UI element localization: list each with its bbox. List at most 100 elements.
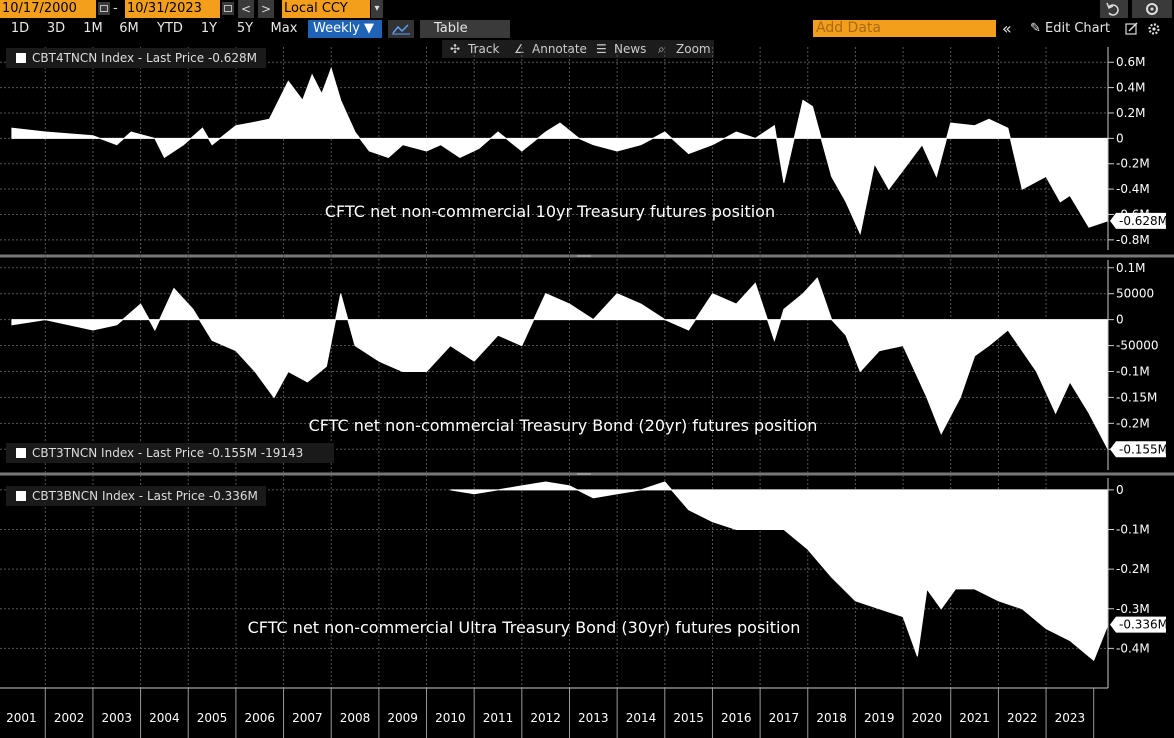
- period-3d[interactable]: 3D: [46, 21, 66, 36]
- y-tick-label: -0.15M: [1116, 390, 1157, 404]
- y-tick-label: -0.4M: [1116, 182, 1150, 196]
- x-tick-label: 2017: [769, 711, 800, 725]
- chart-settings-icon[interactable]: [1124, 20, 1140, 38]
- y-tick-label: 0: [1116, 483, 1124, 497]
- period-1y[interactable]: 1Y: [200, 21, 218, 36]
- y-tick-label: -0.2M: [1116, 157, 1150, 171]
- period-1d[interactable]: 1D: [10, 21, 30, 36]
- news-button[interactable]: News: [614, 42, 647, 56]
- legend-swatch: [16, 448, 26, 458]
- period-1m[interactable]: 1M: [83, 21, 103, 36]
- x-tick-label: 2012: [530, 711, 561, 725]
- legend-label: CBT4TNCN Index - Last Price -0.628M: [32, 51, 257, 65]
- x-tick-label: 2014: [626, 711, 657, 725]
- series-annotation: CFTC net non-commercial Treasury Bond (2…: [309, 416, 818, 435]
- news-icon[interactable]: ☰: [596, 42, 607, 56]
- x-tick-label: 2013: [578, 711, 609, 725]
- last-value-tag: [1110, 212, 1166, 229]
- next-period-button[interactable]: >: [258, 0, 274, 18]
- x-tick-label: 2021: [959, 711, 990, 725]
- x-tick-label: 2003: [101, 711, 132, 725]
- x-tick-label: 2019: [864, 711, 895, 725]
- x-tick-label: 2002: [54, 711, 85, 725]
- x-tick-label: 2016: [721, 711, 752, 725]
- calendar-icon[interactable]: [98, 2, 110, 15]
- y-tick-label: -0.4M: [1116, 641, 1150, 655]
- track-button[interactable]: Track: [468, 42, 500, 56]
- tab-table[interactable]: Table: [420, 20, 510, 38]
- y-tick-label: 0.6M: [1116, 55, 1145, 69]
- crosshair-icon[interactable]: ✣: [450, 42, 461, 56]
- y-tick-label: -0.8M: [1116, 233, 1150, 247]
- zoom-icon[interactable]: ⌕: [658, 42, 665, 56]
- start-date-input[interactable]: 10/17/2000: [0, 0, 96, 18]
- undo-icon[interactable]: [1100, 0, 1128, 18]
- edit-chart-button[interactable]: ✎ Edit Chart: [1030, 21, 1111, 36]
- calendar-icon[interactable]: [222, 2, 234, 15]
- last-value-tag: [1110, 441, 1166, 458]
- period-6m[interactable]: 6M: [119, 21, 139, 36]
- y-tick-label: 0.2M: [1116, 106, 1145, 120]
- collapse-icon[interactable]: «: [1002, 19, 1012, 38]
- series-area: [11, 277, 1109, 450]
- last-value-tag: [1110, 616, 1166, 633]
- period-ytd[interactable]: YTD: [157, 21, 183, 36]
- line-chart-icon[interactable]: [388, 20, 414, 38]
- legend-30yr: CBT3BNCN Index - Last Price -0.336M: [6, 486, 266, 506]
- x-tick-label: 2015: [673, 711, 704, 725]
- series-area: [11, 67, 1109, 236]
- annotate-button[interactable]: Annotate: [532, 42, 587, 56]
- legend-swatch: [16, 53, 26, 63]
- x-tick-label: 2011: [483, 711, 514, 725]
- y-tick-label: 0: [1116, 313, 1124, 327]
- y-tick-label: -0.3M: [1116, 602, 1150, 616]
- series-annotation: CFTC net non-commercial 10yr Treasury fu…: [325, 202, 775, 221]
- date-separator: -: [113, 1, 118, 16]
- y-tick-label: -50000: [1116, 339, 1159, 353]
- x-tick-label: 2004: [149, 711, 180, 725]
- x-tick-label: 2023: [1055, 711, 1086, 725]
- zoom-button[interactable]: Zoom: [676, 42, 711, 56]
- legend-swatch: [16, 491, 26, 501]
- x-tick-label: 2009: [387, 711, 418, 725]
- legend-10yr: CBT4TNCN Index - Last Price -0.628M: [6, 48, 266, 68]
- end-date-input[interactable]: 10/31/2023: [125, 0, 220, 18]
- y-tick-label: -0.1M: [1116, 364, 1150, 378]
- y-tick-label: -0.2M: [1116, 562, 1150, 576]
- y-tick-label: 0: [1116, 131, 1124, 145]
- series-area: [450, 481, 1109, 662]
- legend-20yr: CBT3TNCN Index - Last Price -0.155M -191…: [6, 443, 334, 463]
- x-tick-label: 2001: [6, 711, 37, 725]
- legend-label: CBT3TNCN Index - Last Price -0.155M -191…: [32, 446, 304, 460]
- y-tick-label: 0.4M: [1116, 81, 1145, 95]
- x-tick-label: 2018: [816, 711, 847, 725]
- gear-icon[interactable]: [1146, 20, 1162, 38]
- last-value-label: -0.336M: [1119, 618, 1168, 632]
- frequency-select[interactable]: Weekly ▼: [308, 20, 382, 38]
- last-value-label: -0.628M: [1119, 214, 1168, 228]
- series-annotation: CFTC net non-commercial Ultra Treasury B…: [248, 618, 801, 637]
- x-tick-label: 2020: [912, 711, 943, 725]
- currency-dropdown-icon[interactable]: ▾: [371, 0, 383, 18]
- x-tick-label: 2005: [197, 711, 228, 725]
- x-tick-label: 2006: [244, 711, 275, 725]
- last-value-label: -0.155M: [1119, 442, 1168, 456]
- x-tick-label: 2010: [435, 711, 466, 725]
- y-tick-label: 50000: [1116, 287, 1154, 301]
- x-tick-label: 2007: [292, 711, 323, 725]
- x-tick-label: 2008: [340, 711, 371, 725]
- legend-label: CBT3BNCN Index - Last Price -0.336M: [32, 489, 258, 503]
- prev-period-button[interactable]: <: [238, 0, 254, 18]
- gear-icon[interactable]: [1132, 0, 1172, 18]
- x-tick-label: 2022: [1007, 711, 1038, 725]
- y-tick-label: 0.1M: [1116, 261, 1145, 275]
- y-tick-label: -0.1M: [1116, 523, 1150, 537]
- pencil-icon[interactable]: ∠: [514, 42, 525, 56]
- y-tick-label: -0.2M: [1116, 416, 1150, 430]
- chart-tools-bar: ✣ Track ∠ Annotate ☰ News ⌕ Zoom: [442, 40, 714, 58]
- add-data-input[interactable]: Add Data: [813, 20, 996, 37]
- period-5y[interactable]: 5Y: [236, 21, 254, 36]
- currency-select[interactable]: Local CCY: [282, 0, 370, 18]
- period-max[interactable]: Max: [270, 21, 298, 36]
